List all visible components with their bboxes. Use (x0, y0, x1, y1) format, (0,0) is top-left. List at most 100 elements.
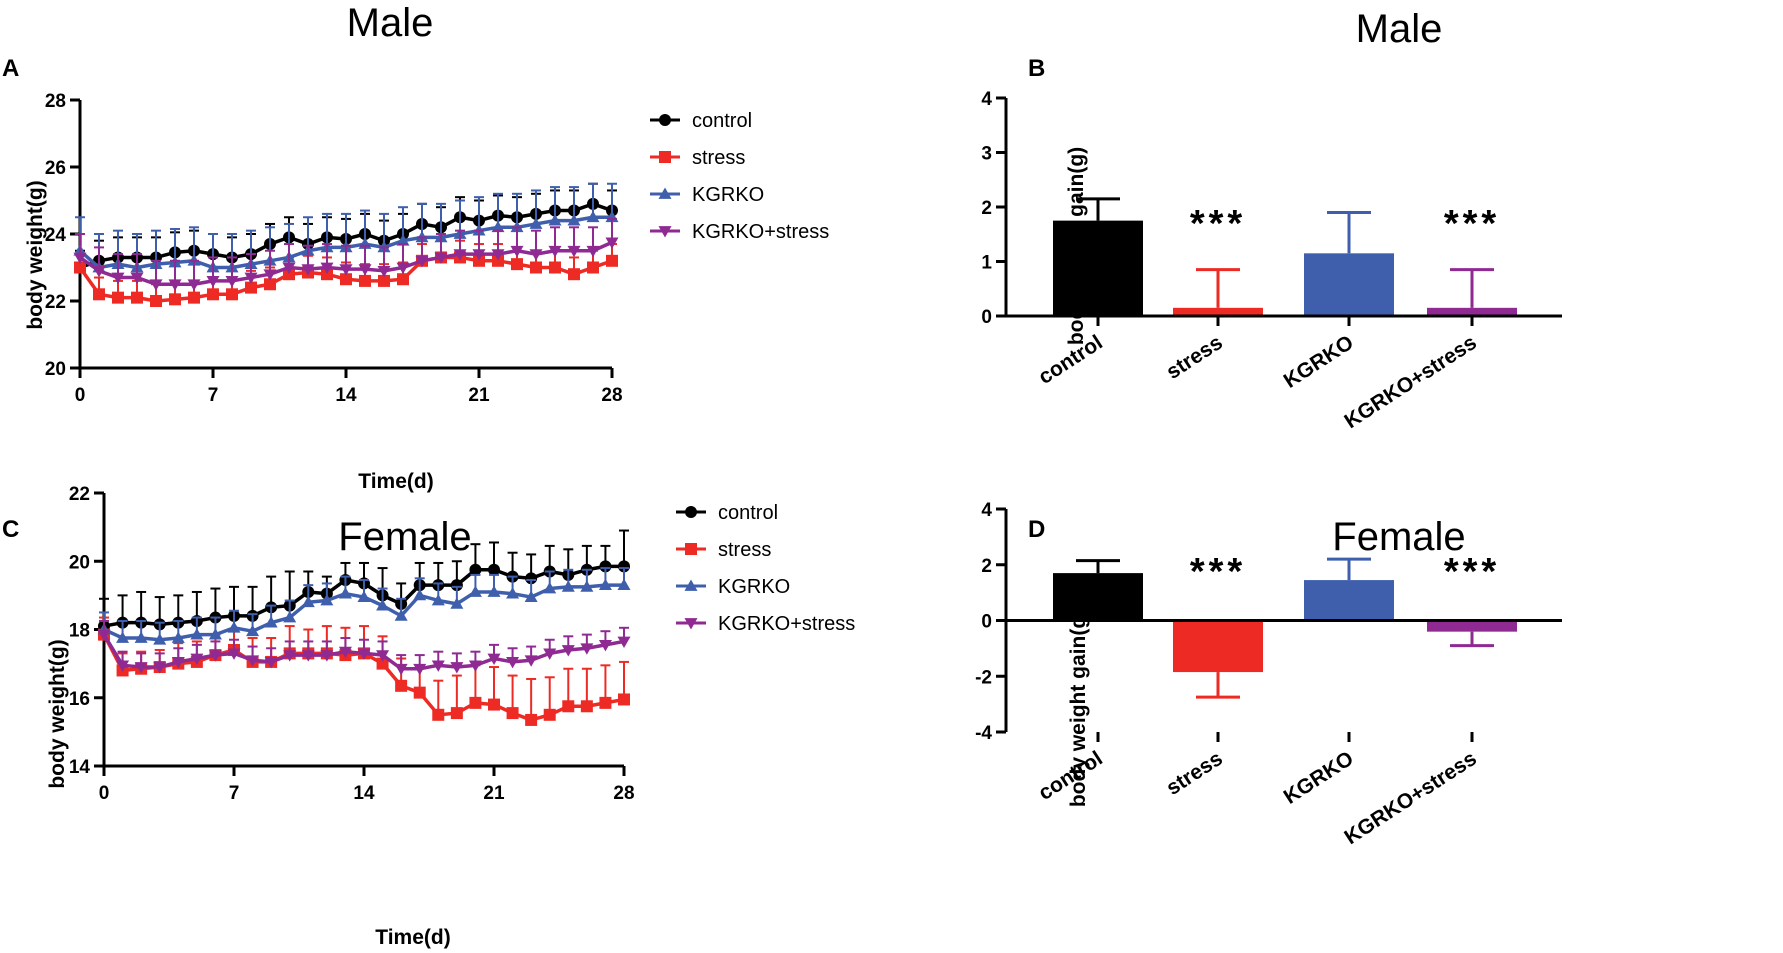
panel-a-data-point (169, 293, 181, 306)
panel-b-significance-label: *** (1444, 203, 1500, 245)
panel-d-category-label: stress (1162, 747, 1226, 800)
panel-c-data-point (488, 698, 500, 711)
panel-a-data-point (377, 265, 391, 278)
panel-c-legend-item-kgrko: KGRKO (676, 576, 790, 598)
panel-d-y-tick-label: 4 (981, 500, 992, 521)
panel-c-title: Female (338, 515, 471, 559)
panel-c-data-point (599, 560, 612, 573)
panel-a-data-point (606, 254, 618, 267)
panel-a-data-point (396, 262, 410, 274)
panel-c-data-point (543, 708, 556, 721)
panel-a-data-point (92, 265, 106, 278)
panel-d-y-tick-label: 2 (981, 556, 992, 577)
panel-a-data-point (510, 245, 524, 258)
panel-c-data-point (598, 639, 612, 652)
panel-c-data-point (413, 686, 426, 699)
panel-c-y-tick-label: 18 (69, 621, 90, 642)
panel-a-data-point (73, 252, 87, 264)
panel-a-data-point (453, 249, 467, 261)
panel-c-x-tick-label: 14 (353, 783, 375, 804)
panel-c-data-point (524, 655, 538, 667)
panel-a-data-point (472, 249, 486, 261)
panel-d-y-tick-label: -4 (975, 723, 992, 744)
panel-c-data-point (357, 648, 371, 660)
panel-b-bar-chart: B Male body weight gain(g) 01234control*… (981, 7, 1562, 433)
panel-a-legend-marker (658, 187, 672, 199)
panel-c-data-point (283, 611, 297, 623)
panel-c-data-point (468, 585, 482, 597)
panel-c-data-point (134, 631, 148, 643)
panel-b-category-label: KGRKO+stress (1340, 331, 1480, 433)
panel-c-line-chart: C Female body weight(g) Time(d) 14 16 18 20… (2, 484, 855, 949)
panel-a-data-point (264, 278, 276, 291)
panel-label-d: D (1028, 516, 1045, 543)
panel-c-data-point (301, 650, 315, 662)
panel-c-data-point (487, 585, 501, 597)
panel-c-x-tick-label: 28 (613, 783, 634, 804)
panel-a-y-tick-label: 22 (45, 292, 66, 313)
panel-a-y-tick-label: 24 (45, 225, 67, 246)
panel-a-x-tick-label: 14 (335, 385, 357, 406)
panel-b-y-tick-label: 0 (981, 307, 992, 328)
panel-c-legend-marker (685, 506, 697, 518)
panel-a-legend-label: KGRKO (692, 184, 764, 206)
panel-c-data-point (394, 663, 408, 676)
panel-d-y-axis-title: body weight gain(g) (1067, 609, 1090, 807)
panel-a-data-point (112, 291, 124, 304)
panel-a-data-point (529, 217, 543, 229)
panel-a-x-tick-label: 0 (75, 385, 86, 406)
panel-c-data-point (227, 621, 241, 633)
panel-c-data-point (116, 631, 130, 643)
panel-d-category-label: KGRKO (1280, 747, 1358, 809)
panel-a-legend-marker (658, 226, 672, 238)
panel-c-data-point (598, 578, 612, 591)
panel-c-data-point (264, 657, 278, 669)
panel-c-data-point (469, 696, 482, 709)
panel-c-data-point (246, 655, 260, 667)
panel-c-legend-item-kgrko-plus-stress: KGRKO+stress (676, 613, 855, 635)
panel-a-line-chart: A Male body weight(g) Time(d) 20 22 24 26 28… (2, 1, 829, 493)
panel-a-title: Male (347, 1, 434, 45)
panel-c-series-control (98, 529, 630, 633)
panel-a-data-point (283, 268, 295, 281)
panel-a-data-point (150, 295, 162, 307)
panel-a-data-point (568, 268, 580, 281)
panel-c-data-point (506, 657, 520, 669)
panel-d-bar-group-kgrko: KGRKO (1280, 557, 1394, 809)
panel-c-data-point (562, 700, 575, 713)
panel-b-y-tick-label: 4 (981, 89, 992, 110)
panel-a-data-point (586, 245, 600, 258)
panel-a-data-point (321, 268, 333, 281)
panel-a-legend-label: control (692, 110, 752, 132)
panel-a-x-tick-label: 21 (468, 385, 490, 406)
panel-c-data-point (376, 599, 390, 611)
panel-c-data-point (450, 662, 464, 674)
panel-c-y-tick-label: 14 (69, 757, 91, 778)
panel-c-data-point (599, 696, 612, 709)
panel-c-data-point (487, 653, 501, 666)
panel-a-data-point (93, 288, 105, 301)
panel-c-data-point (450, 707, 463, 720)
panel-c-data-point (208, 650, 222, 662)
panel-c-data-point (506, 707, 519, 720)
panel-a-data-point (320, 262, 334, 274)
panel-d-bar-kgrko (1304, 580, 1394, 621)
panel-a-legend-label: stress (692, 147, 745, 169)
panel-a-data-point (548, 214, 562, 226)
panel-c-data-point (580, 580, 594, 592)
panel-c-data-point (561, 645, 575, 657)
panel-c-data-point (543, 648, 557, 660)
panel-a-data-point (339, 264, 353, 276)
panel-c-data-point (338, 587, 352, 599)
panel-a-data-point (605, 237, 619, 249)
panel-c-legend-label: stress (718, 539, 771, 561)
panel-c-data-point (580, 643, 594, 655)
panel-a-data-point (415, 255, 429, 268)
panel-b-title: Male (1356, 7, 1443, 51)
panel-a-legend-item-control: control (650, 110, 752, 132)
panel-c-x-axis-title: Time(d) (375, 926, 450, 949)
panel-b-y-tick-label: 3 (981, 144, 992, 165)
panel-c-data-point (450, 597, 464, 609)
panel-a-x-axis-title: Time(d) (358, 470, 433, 493)
panel-c-data-point (97, 629, 111, 642)
